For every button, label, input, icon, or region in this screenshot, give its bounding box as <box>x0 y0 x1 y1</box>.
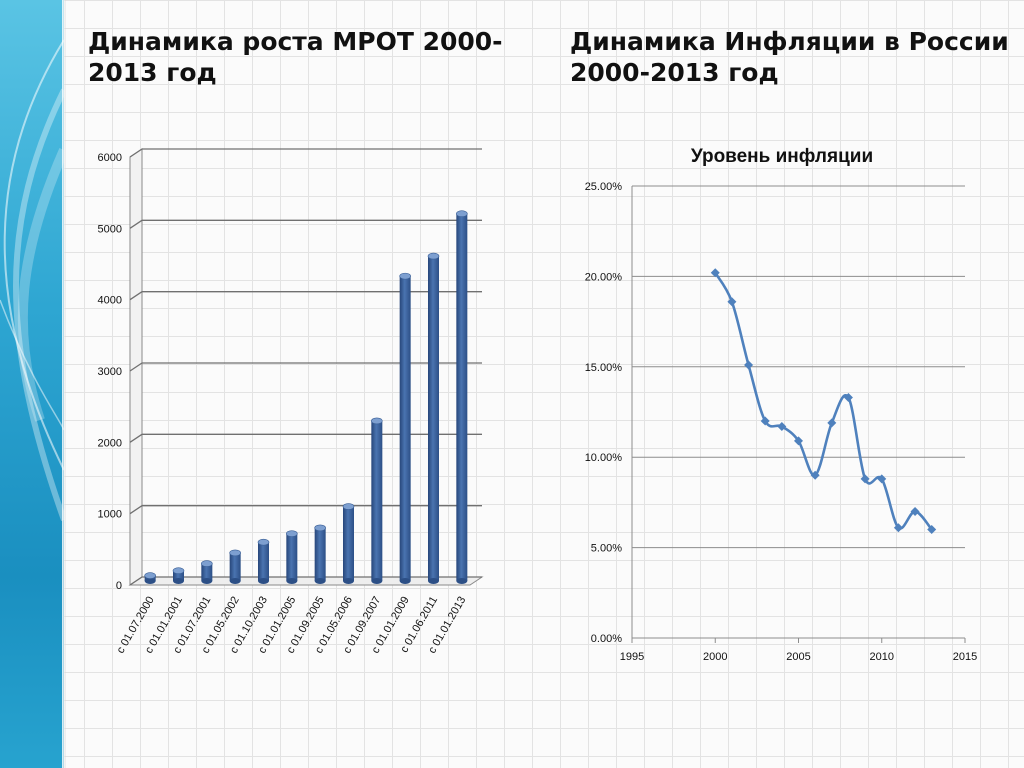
y-gridline <box>129 362 482 372</box>
data-point-marker <box>710 268 720 278</box>
stripe-wave-art <box>0 39 64 522</box>
bar-top <box>342 503 355 510</box>
bar-top <box>144 572 156 579</box>
data-point-marker <box>777 421 787 431</box>
y-tick-label: 10.00% <box>585 452 623 464</box>
bar-base <box>144 578 156 584</box>
bar-base <box>343 578 354 584</box>
bar-top <box>229 549 241 557</box>
y-gridline <box>129 433 482 443</box>
bar-base <box>229 578 241 584</box>
y-tick-label: 20.00% <box>585 271 623 283</box>
bar-top <box>172 567 185 575</box>
decorative-side-stripe <box>0 0 64 768</box>
bar-base <box>201 578 213 584</box>
bar <box>371 420 383 581</box>
y-tick-label: 5000 <box>98 223 122 235</box>
data-point-marker <box>827 418 837 428</box>
x-tick-label: 2015 <box>953 651 977 663</box>
inflation-series-line <box>714 272 933 531</box>
bar-base <box>399 578 411 584</box>
bar <box>314 527 326 581</box>
bar-top <box>201 560 213 567</box>
y-tick-label: 4000 <box>98 295 122 307</box>
bar-base <box>428 578 439 584</box>
y-gridline <box>129 148 482 158</box>
bar-base <box>286 578 298 584</box>
y-tick-label: 0 <box>116 580 122 592</box>
data-point-marker <box>910 506 920 516</box>
bar <box>343 506 354 581</box>
inflation-heading: Динамика Инфляции в России 2000-2013 год <box>570 27 1009 87</box>
y-tick-label: 0.00% <box>591 633 622 645</box>
data-point-marker <box>927 525 937 535</box>
bar-top <box>286 530 298 537</box>
stripe-edge <box>62 0 66 768</box>
bar-top <box>456 210 468 218</box>
bar-top <box>371 417 383 425</box>
bar <box>399 276 411 581</box>
inflation-line-chart: Уровень инфляции 0.00% 5.00% 10.00% 15.00% 20… <box>585 146 978 663</box>
bar-top <box>257 538 270 546</box>
y-tick-label: 2000 <box>98 437 122 449</box>
y-gridline <box>129 576 482 586</box>
y-tick-label: 6000 <box>98 152 122 164</box>
x-tick-label: 1995 <box>620 651 644 663</box>
data-point-marker <box>760 416 770 426</box>
data-point-marker <box>877 474 887 484</box>
data-point-marker <box>727 297 737 307</box>
bar-top <box>427 252 440 260</box>
bar <box>258 542 269 581</box>
bar-base <box>371 578 383 584</box>
y-tick-label: 5.00% <box>591 543 622 555</box>
data-point-marker <box>794 436 803 446</box>
data-point-marker <box>843 393 853 403</box>
bar <box>456 213 468 581</box>
y-gridline <box>129 219 482 229</box>
bar-base <box>456 578 468 584</box>
data-point-marker <box>893 523 903 533</box>
y-tick-label: 3000 <box>98 366 122 378</box>
y-tick-label: 1000 <box>98 509 122 521</box>
y-tick-label: 25.00% <box>585 181 623 193</box>
x-tick-label: 2005 <box>786 651 810 663</box>
data-point-marker <box>810 470 820 480</box>
data-point-marker <box>860 474 870 484</box>
bar-top <box>314 524 326 532</box>
chart-title: Уровень инфляции <box>691 146 873 167</box>
bar-base <box>314 578 326 584</box>
y-gridline <box>129 505 482 515</box>
mrot-heading: Динамика роста МРОТ 2000-2013 год <box>88 27 503 87</box>
bar-top <box>399 272 411 280</box>
bar <box>286 533 298 581</box>
data-point-marker <box>744 360 754 370</box>
bar <box>229 552 241 581</box>
bar-base <box>258 578 269 584</box>
bar-base <box>173 578 184 584</box>
y-gridline <box>129 291 482 301</box>
bar <box>428 256 439 581</box>
x-tick-label: 2010 <box>870 651 894 663</box>
y-tick-label: 15.00% <box>585 362 623 374</box>
bar <box>201 563 213 581</box>
x-tick-label: 2000 <box>703 651 727 663</box>
bar <box>173 570 184 581</box>
